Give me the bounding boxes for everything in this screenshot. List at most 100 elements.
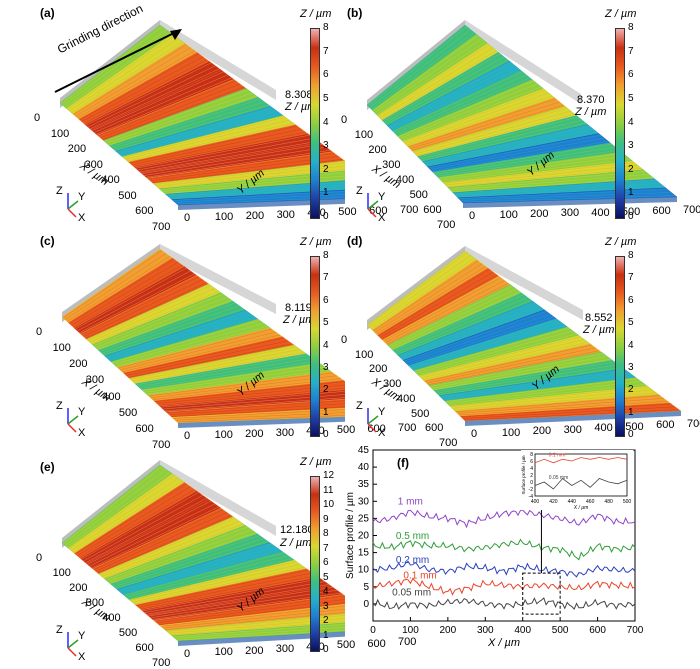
inset-y-tick-label: 0 [530,480,533,486]
surface-texture [66,256,171,322]
colorbar-tick-label: 3 [323,140,329,152]
surface-texture [394,74,527,134]
z-axis-label: Z / µm [280,537,312,549]
surface-texture [160,172,345,191]
x-tick-label: 200 [69,358,88,371]
surface-texture [395,297,528,354]
surface-texture [460,192,672,201]
x-tick-label: 400 [397,392,416,405]
surface-texture [62,29,167,106]
series-label: 0.05 mm [392,587,431,598]
surface-texture [139,140,319,173]
surface-texture [83,494,203,562]
y-tick-label: 300 [276,208,295,221]
surface-texture [371,257,475,330]
surface-texture [101,520,240,577]
surface-texture [402,308,543,360]
surface-texture [152,592,342,620]
y-tick-label: 500 [336,639,356,652]
colorbar-tick-label: 4 [628,116,634,128]
surface-texture [174,627,345,639]
colorbar-tick-label: 3 [323,361,329,373]
surface-texture [458,400,668,416]
y-tick-label: 600 [367,637,386,650]
surface-texture [89,288,216,343]
surface-texture [377,44,490,117]
surface-texture [109,317,256,361]
colorbar-tick-label: 0 [628,429,634,440]
surface-texture [168,618,345,634]
surface-texture [60,26,163,105]
profile-panel-f: 0 100 200 300 400 500 600 700 0 5 10 15 20 25 30 35 40 45… [345,446,700,669]
surface-texture [419,336,581,377]
surface-texture [433,358,611,391]
surface-texture [143,146,327,176]
surface-texture [131,128,302,165]
surface-texture [369,255,471,328]
zmax-label: 8.552 [585,312,613,324]
surface-texture [97,515,232,574]
surface-texture [367,252,468,327]
surface-texture [129,125,298,164]
surface-mesh [366,20,678,208]
colorbar-tick-label: 6 [628,294,634,306]
colorbar-tick-label: 1 [323,406,329,418]
surface-texture [384,56,505,124]
surface-texture [396,299,532,355]
surface-texture [440,370,627,397]
surface-texture [124,337,285,374]
surface-texture [389,65,516,129]
surface-texture [369,29,471,108]
surface-texture [91,290,220,345]
triad-x-arrow [67,423,77,433]
triad-z-label: Z [56,185,63,197]
surface-texture [388,285,513,347]
y-tick-label: 35 [358,479,370,490]
x-tick-label: 400 [101,174,120,187]
series-line [372,538,636,561]
y-axis-label: Surface profile / µm [345,492,356,579]
surface-texture [111,320,260,363]
x-tick-label: 200 [440,625,457,636]
surface-texture [166,615,345,632]
inset-x-tick-label: 420 [549,499,558,505]
surface-texture [145,149,331,178]
zoom-box [522,572,561,615]
colorbar-tick-label: 12 [323,470,335,481]
triad-z-label: Z [56,624,63,636]
surface-texture [436,149,620,177]
zmax-label: 8.308 [285,89,313,101]
surface-texture [134,352,305,384]
colorbar-tick-label: 7 [628,272,634,284]
surface-texture [166,182,345,196]
surface-texture [95,512,228,572]
colorbar-tick-label: 11 [323,484,334,496]
y-tick-label: 100 [499,209,518,222]
surface-texture [386,59,508,125]
surface-texture [409,319,558,367]
surface-texture [457,186,664,198]
x-tick-label: 100 [52,567,71,579]
inset-y-axis-label: Surface profile / µm [521,455,526,494]
panel-label: (d) [347,234,363,248]
colorbar-tick-label: 4 [323,116,329,128]
surface-texture [381,50,497,120]
surface-texture [431,356,608,389]
x-tick-label: 300 [383,378,402,391]
surface-texture [374,38,482,113]
surface-texture [130,346,297,380]
colorbar-tick-label: 2 [628,384,634,396]
surface-texture [170,406,345,417]
surface-texture [393,71,523,132]
surface-texture [93,293,224,347]
surface-texture [123,116,286,158]
surface-texture [94,74,228,133]
colorbar-tick-label: 2 [323,163,329,175]
inset-series-line [534,457,628,464]
colorbar-tick-label: 0 [323,211,329,222]
colorbar-tick-label: 3 [628,140,634,152]
surface-texture [457,398,664,414]
surface-texture [414,110,572,155]
surface-mesh [61,244,345,428]
